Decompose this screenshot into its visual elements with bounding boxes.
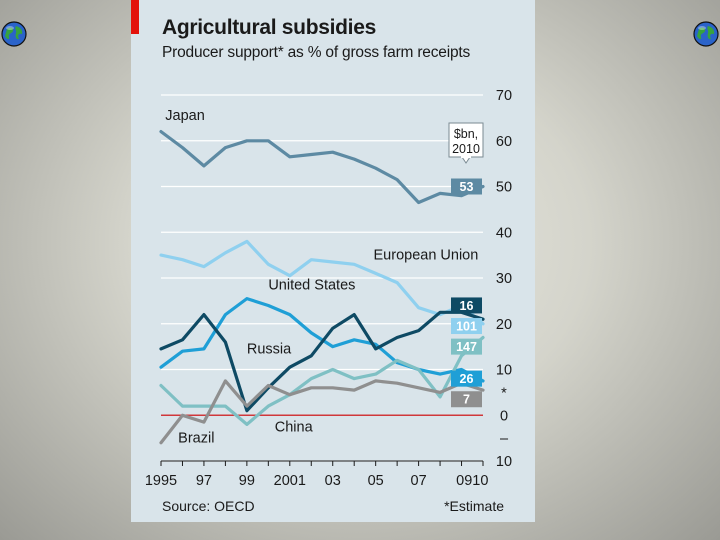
- callout-line2: 2010: [452, 142, 480, 156]
- y-tick-label: 60: [496, 134, 512, 150]
- y-tick-label: 0: [500, 408, 508, 424]
- x-tick-label: 2001: [274, 473, 306, 489]
- chart-title: Agricultural subsidies: [162, 16, 376, 39]
- y-tick-label: –: [500, 431, 509, 447]
- x-tick-label: 07: [411, 473, 427, 489]
- end-value-box: [451, 318, 482, 335]
- y-tick-label: 50: [496, 180, 512, 196]
- globe-icon: [693, 21, 719, 47]
- end-value-box: [451, 370, 482, 387]
- chart-subtitle: Producer support* as % of gross farm rec…: [162, 44, 471, 61]
- end-value-box: [451, 338, 482, 355]
- end-value-box: [451, 391, 482, 408]
- end-value-label: 7: [463, 393, 470, 407]
- series-line-russia: [159, 310, 485, 413]
- series-name-label: United States: [268, 277, 355, 293]
- series-line-china: [159, 335, 485, 426]
- y-tick-label: *: [501, 385, 507, 401]
- series-line-european-union: [159, 239, 485, 326]
- y-tick-label: 40: [496, 225, 512, 241]
- callout-box: [448, 122, 484, 158]
- callout-pointer-mask: [461, 155, 471, 158]
- series-line-japan: [159, 130, 485, 205]
- y-tick-label: 10: [496, 363, 512, 379]
- x-tick-label: 03: [325, 473, 341, 489]
- end-value-box: [451, 297, 482, 314]
- end-value-label: 53: [460, 180, 474, 194]
- x-tick-label: 97: [196, 473, 212, 489]
- x-tick-label: 1995: [145, 473, 177, 489]
- x-tick-label: 05: [368, 473, 384, 489]
- chart-source: Source: OECD: [162, 498, 255, 514]
- y-tick-label: 10: [496, 454, 512, 470]
- y-tick-label: 20: [496, 317, 512, 333]
- end-value-label: 101: [456, 320, 477, 334]
- series-name-label: Japan: [165, 108, 205, 124]
- callout-line1: $bn,: [454, 127, 478, 141]
- series-line-brazil: [159, 379, 485, 445]
- end-value-label: 16: [460, 299, 474, 313]
- end-value-label: 26: [460, 372, 474, 386]
- end-value-box: [451, 178, 482, 195]
- x-tick-label: 0910: [456, 473, 488, 489]
- x-tick-label: 99: [239, 473, 255, 489]
- series-name-label: Brazil: [178, 431, 214, 447]
- chart-panel: Agricultural subsidies Producer support*…: [131, 0, 535, 522]
- chart-note: *Estimate: [444, 498, 504, 514]
- brand-tab: [131, 0, 139, 34]
- y-tick-label: 30: [496, 271, 512, 287]
- series-name-label: Russia: [247, 341, 292, 357]
- globe-icon: [1, 21, 27, 47]
- end-value-label: 147: [456, 340, 477, 354]
- y-tick-label: 70: [496, 88, 512, 104]
- series-name-label: China: [275, 419, 314, 435]
- series-name-label: European Union: [374, 248, 479, 264]
